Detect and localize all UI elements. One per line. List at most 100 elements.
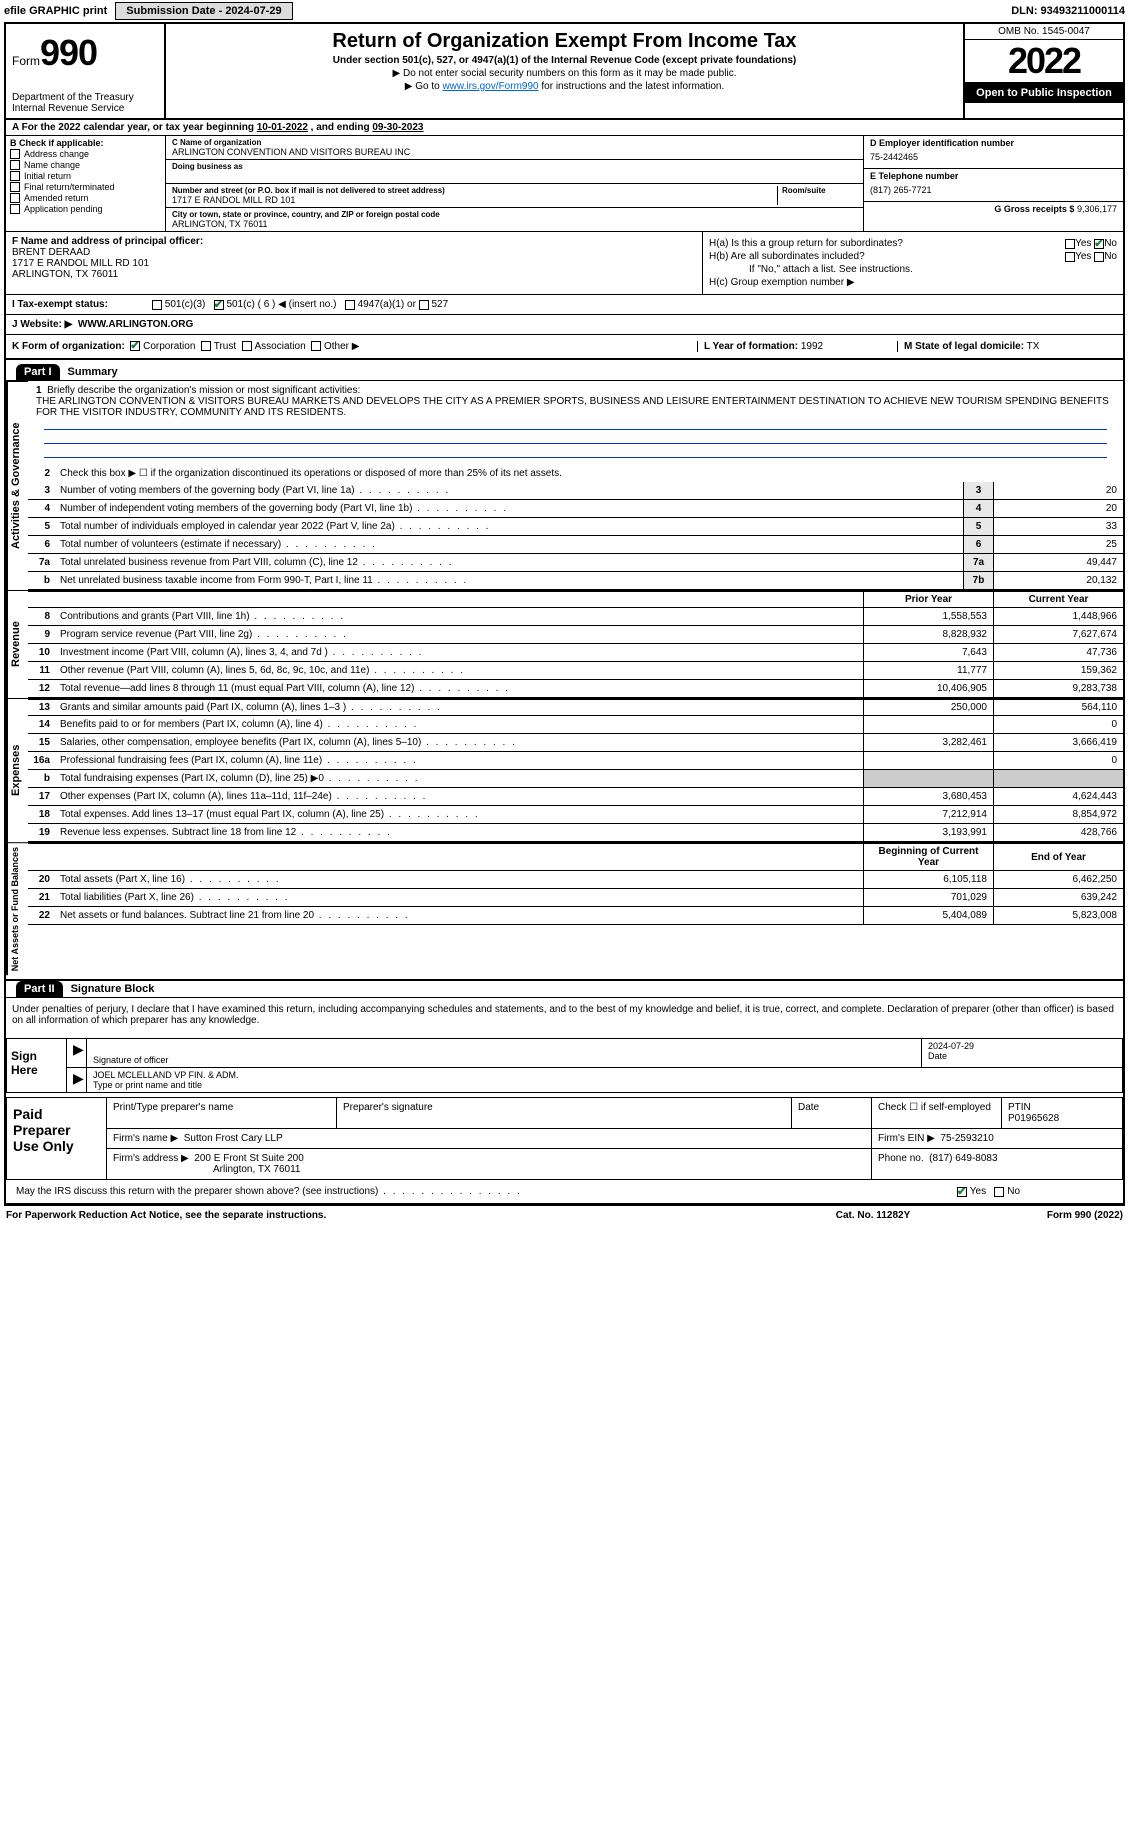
phone-label: E Telephone number [870,171,1117,181]
current-value: 7,627,674 [993,626,1123,643]
chk-amended[interactable] [10,193,20,203]
phone-value: (817) 265-7721 [870,181,1117,199]
line-box: 6 [963,536,993,553]
state-domicile: TX [1027,341,1040,352]
current-value: 9,283,738 [993,680,1123,697]
chk-initial-return[interactable] [10,171,20,181]
line-row: 5Total number of individuals employed in… [28,518,1123,536]
mission-text: THE ARLINGTON CONVENTION & VISITORS BURE… [36,396,1109,418]
prior-value: 7,212,914 [863,806,993,823]
chk-discuss-no[interactable] [994,1187,1004,1197]
chk-discuss-yes[interactable] [957,1187,967,1197]
irs-link[interactable]: www.irs.gov/Form990 [442,81,538,92]
chk-501c[interactable] [214,300,224,310]
chk-hb-yes[interactable] [1065,252,1075,262]
street-label: Number and street (or P.O. box if mail i… [172,186,777,195]
line-value: 20,132 [993,572,1123,589]
street-value: 1717 E RANDOL MILL RD 101 [172,195,777,205]
officer-name: BRENT DERAAD [12,247,696,258]
form-number: 990 [40,32,97,73]
current-value [993,770,1123,787]
chk-name-change[interactable] [10,160,20,170]
line-value: 20 [993,500,1123,517]
chk-501c3[interactable] [152,300,162,310]
line2-text: Check this box ▶ ☐ if the organization d… [56,466,1123,481]
firm-name-label: Firm's name ▶ [113,1133,178,1144]
net-assets-section: Net Assets or Fund Balances Beginning of… [6,842,1123,975]
chk-ha-yes[interactable] [1065,239,1075,249]
year-formation: 1992 [801,341,823,352]
prior-value [863,716,993,733]
chk-corp[interactable] [130,341,140,351]
period-begin: 10-01-2022 [257,122,308,133]
box-f: F Name and address of principal officer:… [6,232,703,294]
line-box: 3 [963,482,993,499]
current-value: 639,242 [993,889,1123,906]
current-year-hdr: Current Year [993,592,1123,607]
form-frame: Form990 Department of the Treasury Inter… [4,22,1125,1206]
line-row: 20Total assets (Part X, line 16)6,105,11… [28,871,1123,889]
mission-block: 1 Briefly describe the organization's mi… [28,381,1123,464]
line-text: Other revenue (Part VIII, column (A), li… [56,663,863,678]
dln-label: DLN: 93493211000114 [1011,5,1125,17]
chk-ha-no[interactable] [1094,239,1104,249]
submission-date-button[interactable]: Submission Date - 2024-07-29 [115,2,292,20]
header-mid: Return of Organization Exempt From Incom… [166,24,963,118]
revenue-section: Revenue Prior Year Current Year 8Contrib… [6,590,1123,698]
chk-address-change[interactable] [10,149,20,159]
chk-hb-no[interactable] [1094,252,1104,262]
sign-arrow2-icon: ▶ [73,1070,84,1086]
form-org-label: K Form of organization: [12,341,125,352]
chk-final-return[interactable] [10,182,20,192]
officer-print-label: Type or print name and title [93,1080,1116,1090]
firm-name: Sutton Frost Cary LLP [184,1133,283,1144]
line-row: bTotal fundraising expenses (Part IX, co… [28,770,1123,788]
line-row: 9Program service revenue (Part VIII, lin… [28,626,1123,644]
line-row: 19Revenue less expenses. Subtract line 1… [28,824,1123,842]
line-row: 14Benefits paid to or for members (Part … [28,716,1123,734]
line-row: 8Contributions and grants (Part VIII, li… [28,608,1123,626]
org-name-label: C Name of organization [172,138,857,147]
ha-label: H(a) Is this a group return for subordin… [709,238,1065,249]
current-value: 428,766 [993,824,1123,841]
prior-value: 11,777 [863,662,993,679]
box-b: B Check if applicable: Address change Na… [6,136,166,231]
chk-4947[interactable] [345,300,355,310]
form-header: Form990 Department of the Treasury Inter… [6,24,1123,120]
part1-title: Summary [60,366,118,378]
line-text: Investment income (Part VIII, column (A)… [56,645,863,660]
line-box: 7b [963,572,993,589]
line-value: 25 [993,536,1123,553]
header-left: Form990 Department of the Treasury Inter… [6,24,166,118]
vtab-netassets: Net Assets or Fund Balances [6,842,28,975]
discuss-row: May the IRS discuss this return with the… [6,1180,1123,1204]
prior-value: 3,193,991 [863,824,993,841]
line-text: Total unrelated business revenue from Pa… [56,555,963,570]
box-j: J Website: ▶ WWW.ARLINGTON.ORG [6,315,1123,335]
vtab-revenue: Revenue [6,590,28,698]
tax-status-label: I Tax-exempt status: [12,299,152,310]
chk-other[interactable] [311,341,321,351]
chk-527[interactable] [419,300,429,310]
line-box: 5 [963,518,993,535]
chk-trust[interactable] [201,341,211,351]
prior-value: 8,828,932 [863,626,993,643]
box-k-l-m: K Form of organization: Corporation Trus… [6,335,1123,360]
omb-number: OMB No. 1545-0047 [965,24,1123,40]
line-text: Total number of individuals employed in … [56,519,963,534]
form-subtitle: Under section 501(c), 527, or 4947(a)(1)… [174,55,955,66]
chk-application[interactable] [10,204,20,214]
line-text: Total expenses. Add lines 13–17 (must eq… [56,807,863,822]
firm-phone-label: Phone no. [878,1153,924,1164]
current-value: 0 [993,752,1123,769]
dept-label: Department of the Treasury [12,92,158,103]
line-row: 17Other expenses (Part IX, column (A), l… [28,788,1123,806]
end-year-hdr: End of Year [993,844,1123,870]
chk-assoc[interactable] [242,341,252,351]
part1-hdr: Part I [16,364,60,380]
prior-year-hdr: Prior Year [863,592,993,607]
box-h: H(a) Is this a group return for subordin… [703,232,1123,294]
gross-label: G Gross receipts $ [994,204,1074,214]
state-domicile-label: M State of legal domicile: [904,341,1024,352]
prior-value: 701,029 [863,889,993,906]
